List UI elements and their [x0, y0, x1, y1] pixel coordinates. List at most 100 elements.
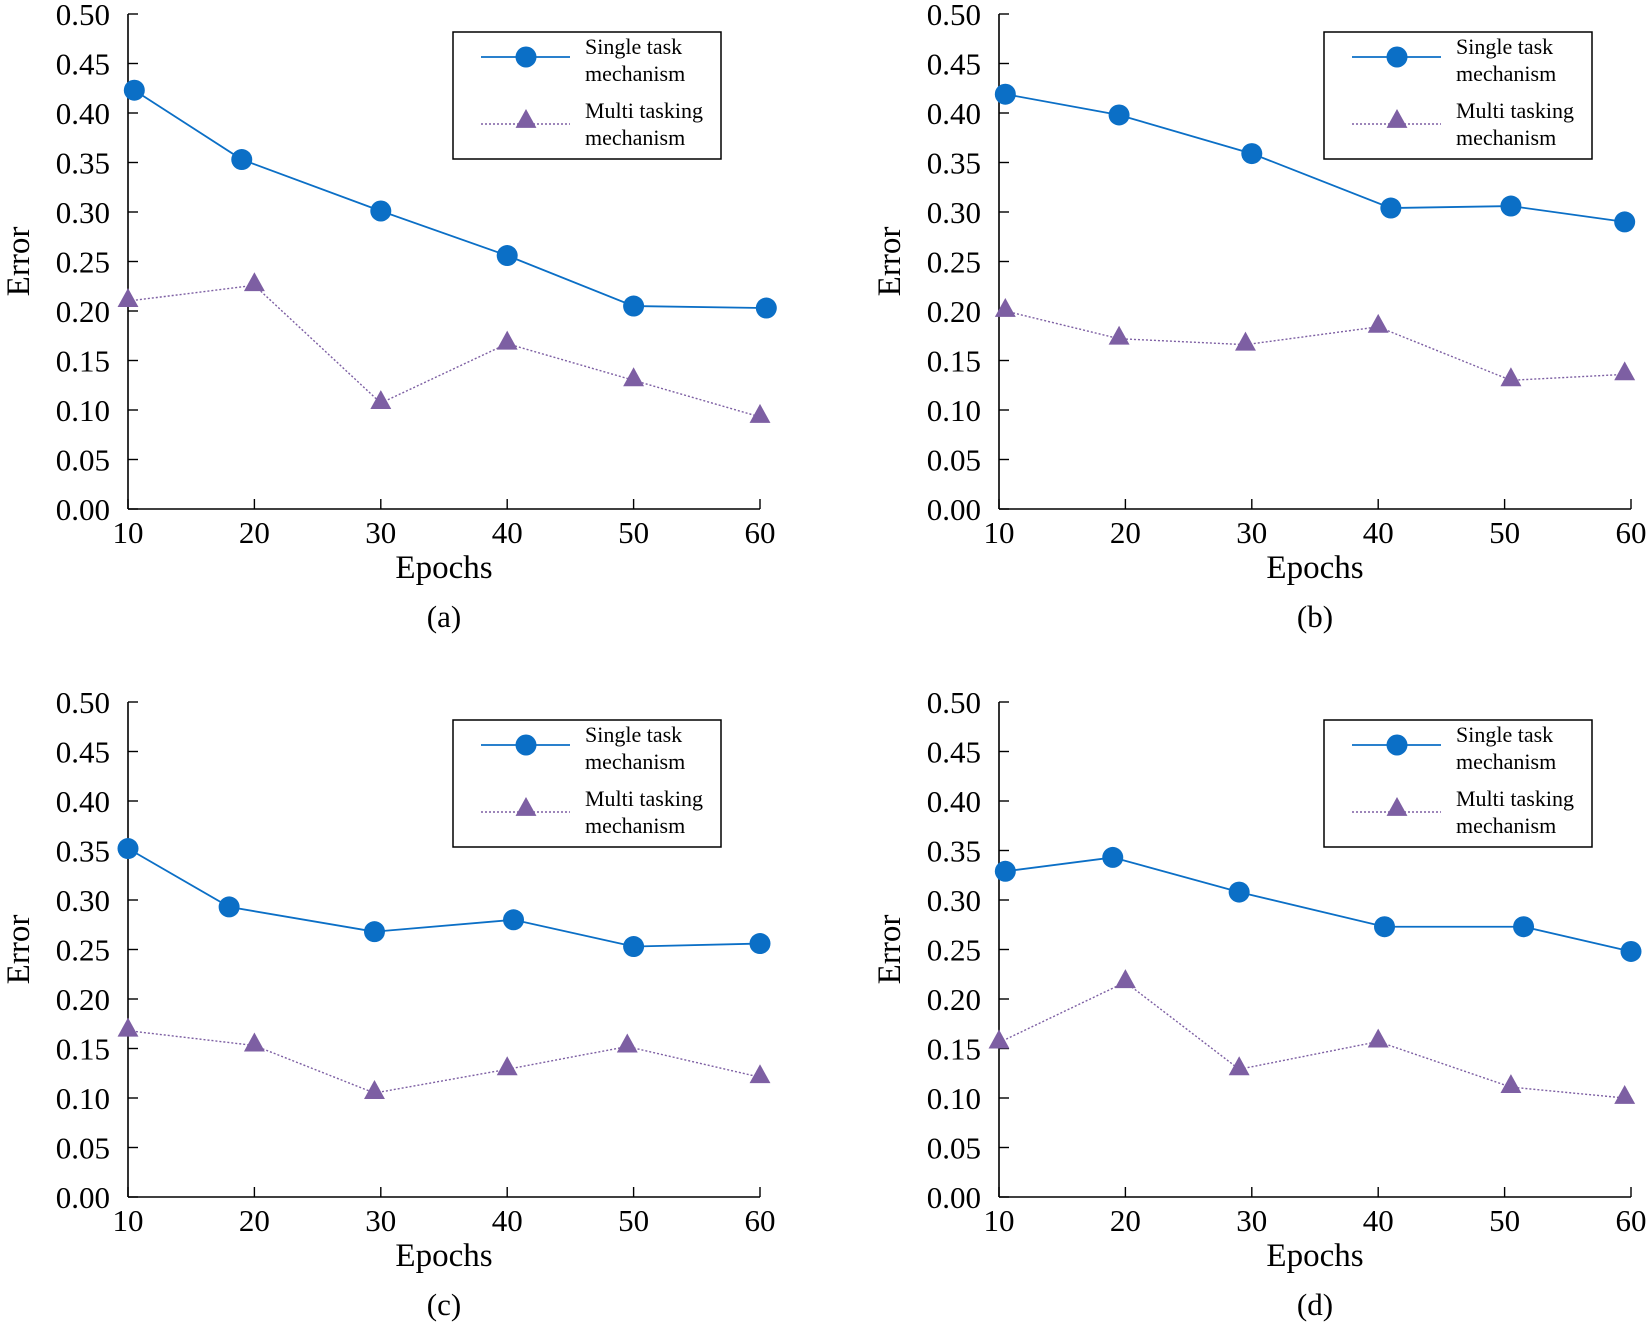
single-task-point: [1241, 143, 1263, 165]
multi-tasking-point: [1114, 969, 1136, 989]
y-tick-label: 0.10: [56, 393, 110, 428]
multi-tasking-point: [1235, 331, 1256, 351]
multi-tasking-line: [127, 284, 761, 418]
single-task-point: [623, 295, 645, 317]
x-axis-label: Epochs: [395, 1238, 492, 1274]
y-tick-label: 0.15: [927, 1032, 981, 1067]
legend-box: [452, 31, 722, 160]
legend-box: [1323, 719, 1593, 848]
x-tick-label: 60: [745, 1203, 776, 1238]
y-tick-label: 0.10: [927, 393, 981, 428]
y-tick-label: 0.30: [927, 195, 981, 230]
x-axis-label: Epochs: [1266, 550, 1363, 586]
multi-tasking-line: [1005, 310, 1625, 382]
y-axis-label: Error: [872, 915, 908, 985]
x-tick-label: 20: [239, 515, 270, 550]
y-tick-label: 0.50: [56, 0, 110, 32]
y-tick-label: 0.05: [927, 443, 981, 478]
y-tick-label: 0.15: [56, 1032, 110, 1067]
multi-tasking-point: [1500, 367, 1522, 387]
multi-tasking-point: [117, 1017, 139, 1037]
legend-multi-marker: [1386, 109, 1408, 128]
legend-single-marker: [515, 734, 537, 756]
legend-multi-label-line1: Multi tasking: [1456, 786, 1574, 811]
multi-tasking-line: [998, 981, 1625, 1099]
single-task-point: [1620, 940, 1642, 962]
y-tick-label: 0.35: [927, 146, 981, 181]
x-tick-label: 40: [492, 1203, 523, 1238]
x-tick-label: 10: [984, 515, 1015, 550]
x-tick-label: 20: [239, 1203, 270, 1238]
x-tick-label: 30: [365, 1203, 396, 1238]
y-tick-label: 0.20: [56, 294, 110, 329]
panel-caption: (b): [1297, 599, 1333, 634]
multi-tasking-line: [127, 1029, 761, 1094]
x-tick-label: 40: [1363, 1203, 1394, 1238]
multi-tasking-point: [1228, 1056, 1250, 1076]
y-tick-label: 0.05: [927, 1131, 981, 1166]
single-task-point: [749, 933, 771, 955]
single-task-line: [133, 89, 767, 309]
legend-single-marker: [515, 46, 537, 68]
y-axis-label: Error: [872, 227, 908, 297]
y-tick-label: 0.35: [56, 834, 110, 869]
y-tick-label: 0.05: [56, 443, 110, 478]
single-task-point: [363, 921, 385, 943]
y-tick-label: 0.30: [56, 883, 110, 918]
y-tick-label: 0.25: [56, 245, 110, 280]
single-task-point: [1380, 197, 1402, 219]
panel-caption: (a): [427, 599, 461, 634]
y-tick-label: 0.10: [927, 1081, 981, 1116]
x-tick-label: 50: [618, 515, 649, 550]
y-tick-label: 0.15: [927, 344, 981, 379]
single-task-point: [1102, 846, 1124, 868]
multi-tasking-point: [364, 1080, 385, 1099]
y-tick-label: 0.40: [56, 784, 110, 819]
multi-tasking-point: [1614, 361, 1636, 381]
y-tick-label: 0.20: [56, 982, 110, 1017]
y-tick-label: 0.25: [927, 933, 981, 968]
chart-panel-d: 0.00 0.05 0.10 0.15 0.20 0.25 0.30 0.35 0.40 0.45…: [872, 685, 1647, 1322]
multi-tasking-point: [496, 1056, 518, 1076]
x-tick-label: 60: [1616, 515, 1647, 550]
multi-tasking-point: [370, 390, 392, 409]
legend-box: [452, 719, 722, 848]
y-tick-label: 0.40: [927, 96, 981, 131]
x-tick-label: 30: [1236, 515, 1267, 550]
x-tick-label: 50: [1489, 515, 1520, 550]
legend-single-label-line2: mechanism: [1456, 749, 1556, 774]
y-tick-label: 0.40: [927, 784, 981, 819]
y-tick-label: 0.00: [927, 1180, 981, 1215]
single-task-point: [123, 79, 145, 101]
legend-single-label-line2: mechanism: [1456, 61, 1556, 86]
single-task-point: [1500, 195, 1522, 217]
legend-single-label-line1: Single task: [585, 34, 682, 59]
legend-box: [1323, 31, 1593, 160]
x-tick-label: 40: [492, 515, 523, 550]
y-tick-label: 0.50: [56, 685, 110, 720]
legend-multi-label-line2: mechanism: [585, 125, 685, 150]
x-axis-label: Epochs: [395, 550, 492, 586]
multi-tasking-point: [988, 1029, 1010, 1049]
multi-tasking-point: [117, 288, 139, 308]
single-task-line: [127, 847, 761, 948]
x-tick-label: 10: [984, 1203, 1015, 1238]
legend-single-label-line1: Single task: [1456, 722, 1553, 747]
x-tick-label: 50: [1489, 1203, 1520, 1238]
y-tick-label: 0.15: [56, 344, 110, 379]
y-tick-label: 0.35: [56, 146, 110, 181]
y-tick-label: 0.00: [56, 492, 110, 527]
y-tick-label: 0.45: [56, 47, 110, 82]
legend-multi-marker: [1386, 797, 1408, 816]
multi-tasking-point: [749, 1064, 771, 1084]
single-task-line: [1005, 93, 1625, 223]
multi-tasking-point: [616, 1033, 638, 1053]
multi-tasking-point: [243, 272, 265, 292]
legend-single-label-line2: mechanism: [585, 749, 685, 774]
single-task-point: [496, 245, 518, 267]
single-task-point: [218, 896, 240, 918]
chart-panel-b: 0.00 0.05 0.10 0.15 0.20 0.25 0.30 0.35 0.40 0.45…: [872, 0, 1647, 634]
